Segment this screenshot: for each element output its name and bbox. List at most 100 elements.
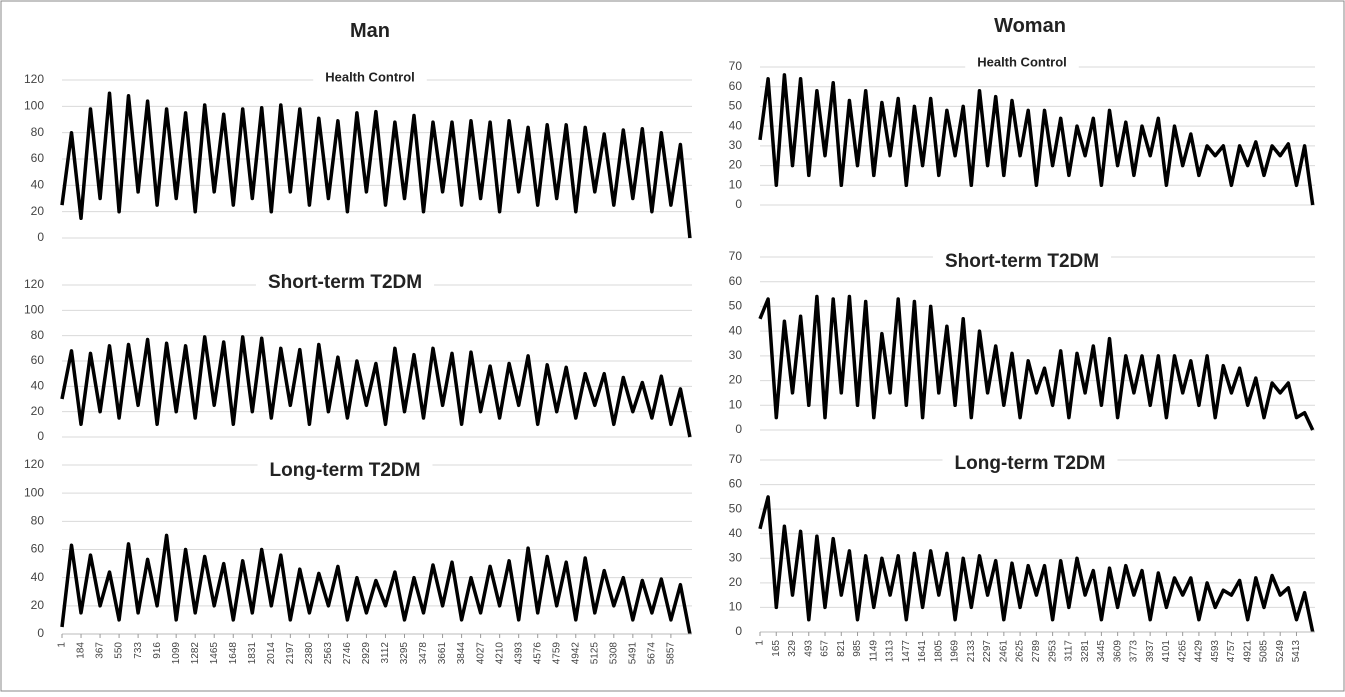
x-tick-label: 3295 — [399, 642, 410, 665]
x-tick-label: 3281 — [1080, 640, 1091, 663]
x-tick-label: 5125 — [589, 642, 600, 665]
y-tick-label: 80 — [31, 328, 45, 342]
y-tick-label: 20 — [729, 373, 743, 387]
x-tick-label: 2789 — [1031, 640, 1042, 663]
y-tick-label: 20 — [729, 158, 743, 172]
series-line — [758, 73, 1315, 206]
label-background — [942, 453, 1118, 475]
x-tick-label: 2461 — [998, 640, 1009, 663]
x-tick-label: 985 — [852, 640, 863, 657]
x-tick-label: 1313 — [885, 640, 896, 663]
y-tick-label: 50 — [729, 99, 743, 113]
y-tick-label: 0 — [37, 626, 44, 640]
y-tick-label: 70 — [729, 249, 743, 263]
x-tick-label: 2625 — [1015, 640, 1026, 663]
x-tick-label: 3937 — [1145, 640, 1156, 663]
y-tick-label: 10 — [729, 397, 743, 411]
x-tick-label: 2746 — [342, 642, 353, 665]
x-tick-label: 4027 — [475, 642, 486, 665]
x-tick-label: 4757 — [1226, 640, 1237, 663]
chart-title: Man — [350, 20, 390, 42]
x-tick-label: 4576 — [532, 642, 543, 665]
x-tick-label: 3478 — [418, 642, 429, 665]
y-tick-label: 60 — [31, 151, 45, 165]
x-tick-label: 4210 — [494, 642, 505, 665]
y-tick-label: 60 — [729, 477, 743, 491]
x-tick-label: 3609 — [1112, 640, 1123, 663]
x-tick-label: 4429 — [1194, 640, 1205, 663]
x-tick-label: 1099 — [171, 642, 182, 665]
x-tick-label: 3844 — [456, 642, 467, 665]
y-tick-label: 20 — [31, 204, 45, 218]
y-tick-label: 0 — [735, 624, 742, 638]
y-tick-label: 40 — [729, 526, 743, 540]
x-tick-label: 1805 — [933, 640, 944, 663]
x-tick-label: 4921 — [1242, 640, 1253, 663]
series-label: Long-term T2DM — [955, 453, 1106, 474]
y-tick-label: 40 — [31, 570, 45, 584]
x-tick-label: 1465 — [209, 642, 220, 665]
x-tick-label: 3112 — [380, 642, 391, 664]
x-tick-label: 5491 — [627, 642, 638, 665]
y-tick-label: 60 — [31, 542, 45, 556]
y-tick-label: 10 — [729, 600, 743, 614]
y-tick-label: 100 — [24, 303, 44, 317]
y-tick-label: 40 — [31, 379, 45, 393]
x-tick-label: 4265 — [1177, 640, 1188, 663]
x-tick-label: 657 — [820, 640, 831, 657]
x-tick-label: 2197 — [285, 642, 296, 665]
x-tick-label: 3773 — [1129, 640, 1140, 663]
x-tick-label: 5308 — [608, 642, 619, 665]
y-tick-label: 60 — [729, 79, 743, 93]
x-tick-label: 2014 — [266, 642, 277, 665]
y-tick-label: 120 — [24, 457, 44, 471]
y-tick-label: 60 — [31, 353, 45, 367]
x-tick-label: 550 — [114, 642, 125, 659]
y-tick-label: 10 — [729, 177, 743, 191]
y-tick-label: 40 — [31, 178, 45, 192]
x-tick-label: 3445 — [1096, 640, 1107, 663]
x-tick-label: 5674 — [647, 642, 658, 665]
x-tick-label: 329 — [787, 640, 798, 657]
label-background — [932, 251, 1112, 273]
x-tick-label: 1477 — [901, 640, 912, 663]
x-tick-label: 5085 — [1259, 640, 1270, 663]
y-tick-label: 0 — [37, 230, 44, 244]
y-tick-label: 80 — [31, 125, 45, 139]
y-tick-label: 20 — [729, 575, 743, 589]
y-tick-label: 40 — [729, 118, 743, 132]
x-tick-label: 5249 — [1275, 640, 1286, 663]
x-tick-label: 2929 — [361, 642, 372, 665]
x-tick-label: 4942 — [570, 642, 581, 665]
x-tick-label: 5857 — [666, 642, 677, 665]
x-tick-label: 2297 — [982, 640, 993, 663]
x-tick-label: 733 — [133, 642, 144, 659]
x-tick-label: 3661 — [437, 642, 448, 665]
x-tick-label: 1641 — [917, 640, 928, 663]
x-tick-label: 165 — [771, 640, 782, 657]
x-tick-label: 1969 — [950, 640, 961, 663]
x-tick-label: 2953 — [1047, 640, 1058, 663]
series-label: Long-term T2DM — [270, 460, 421, 481]
y-tick-label: 100 — [24, 485, 44, 499]
x-tick-label: 367 — [95, 642, 106, 659]
series-line — [758, 294, 1315, 431]
y-tick-label: 0 — [735, 422, 742, 436]
x-tick-label: 5413 — [1291, 640, 1302, 663]
x-tick-label: 1282 — [190, 642, 201, 665]
series-line — [758, 495, 1315, 633]
series-label: Health Control — [977, 54, 1067, 69]
y-tick-label: 70 — [729, 452, 743, 466]
y-tick-label: 0 — [37, 429, 44, 443]
label-background — [313, 69, 427, 85]
y-tick-label: 20 — [31, 404, 45, 418]
label-background — [257, 460, 433, 482]
label-background — [965, 54, 1079, 70]
x-tick-label: 4101 — [1161, 640, 1172, 663]
y-tick-label: 70 — [729, 59, 743, 73]
x-tick-label: 2563 — [323, 642, 334, 665]
label-background — [255, 272, 435, 294]
x-tick-label: 4759 — [551, 642, 562, 665]
y-tick-label: 40 — [729, 323, 743, 337]
